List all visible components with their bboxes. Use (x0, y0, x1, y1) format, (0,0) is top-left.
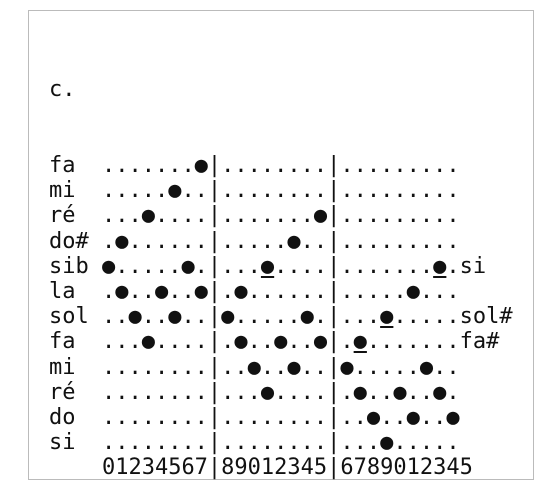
row-label: do# (49, 228, 89, 254)
row-notes: ...●....|.●..●..●|. (101, 329, 354, 355)
row-notes: .....sol# (393, 304, 513, 330)
row-notes: ●.....●.|... (101, 253, 261, 279)
note-row: si ........|........|...●..... (49, 430, 513, 455)
note-row: mi .....●..|........|......... (49, 178, 513, 203)
row-label: fa (49, 153, 76, 178)
row-label: la (49, 278, 76, 304)
note-row: fa .......●|........|......... (49, 153, 513, 178)
notation: c. fa .......●|........|......... mi .....●… (49, 27, 513, 480)
row-notes: .●..●..●|.●......|.....●... (101, 278, 460, 304)
row-notes: ..●..●..|●.....●.|... (101, 304, 381, 330)
row-label: sib (49, 253, 89, 279)
note-row: do ........|........|..●..●..● (49, 405, 513, 430)
row-label: mi (49, 354, 76, 380)
row-notes: ........|........|..●..●..● (101, 404, 460, 430)
row-label: ré (49, 203, 76, 229)
note-row: do# .●......|.....●..|......... (49, 229, 513, 254)
note-row: ré ........|...●....|.●..●..●. (49, 380, 513, 405)
row-notes: .●......|.....●..|......... (101, 228, 460, 254)
note-row: sib ●.....●.|... ● ....|....... ● .si (49, 254, 513, 279)
row-label: si (49, 430, 76, 456)
row-label: fa (49, 329, 76, 355)
row-notes: ...●....|.......●|......... (101, 203, 460, 229)
row-notes: ● (380, 304, 394, 330)
row-label: do (49, 404, 76, 430)
row-notes: ........|..●..●..|●.....●.. (101, 354, 460, 380)
row-notes: ........|........|...●..... (101, 430, 460, 456)
spacer (49, 455, 102, 480)
row-notes: .......fa# (366, 329, 500, 355)
row-notes: ....|....... (274, 253, 434, 279)
row-notes: ● (260, 253, 275, 279)
row-notes: ........|...●....|.●..●..●. (101, 379, 460, 405)
row-notes: .....●..|........|......... (101, 178, 460, 204)
note-row: mi ........|..●..●..|●.....●.. (49, 355, 513, 380)
note-row: fa ...●....|.●..●..●|. ● .......fa# (49, 329, 513, 354)
figure-box: c. fa .......●|........|......... mi .....●… (28, 10, 534, 480)
row-notes: ● (353, 329, 367, 355)
row-notes: ● (433, 253, 447, 279)
footer-row: 01234567|89012345|6789012345 (49, 455, 513, 480)
column-numbers: 01234567|89012345|6789012345 (101, 455, 473, 481)
note-row: ré ...●....|.......●|......... (49, 203, 513, 228)
note-row: sol ..●..●..|●.....●.|... ● .....sol# (49, 304, 513, 329)
row-label: ré (49, 379, 76, 405)
row-label: sol (49, 304, 89, 330)
row-notes: .......●|........|......... (101, 153, 460, 178)
row-label: mi (49, 178, 76, 204)
row-notes: .si (446, 253, 487, 279)
note-row: la .●..●..●|.●......|.....●... (49, 279, 513, 304)
title: c. (49, 77, 76, 103)
